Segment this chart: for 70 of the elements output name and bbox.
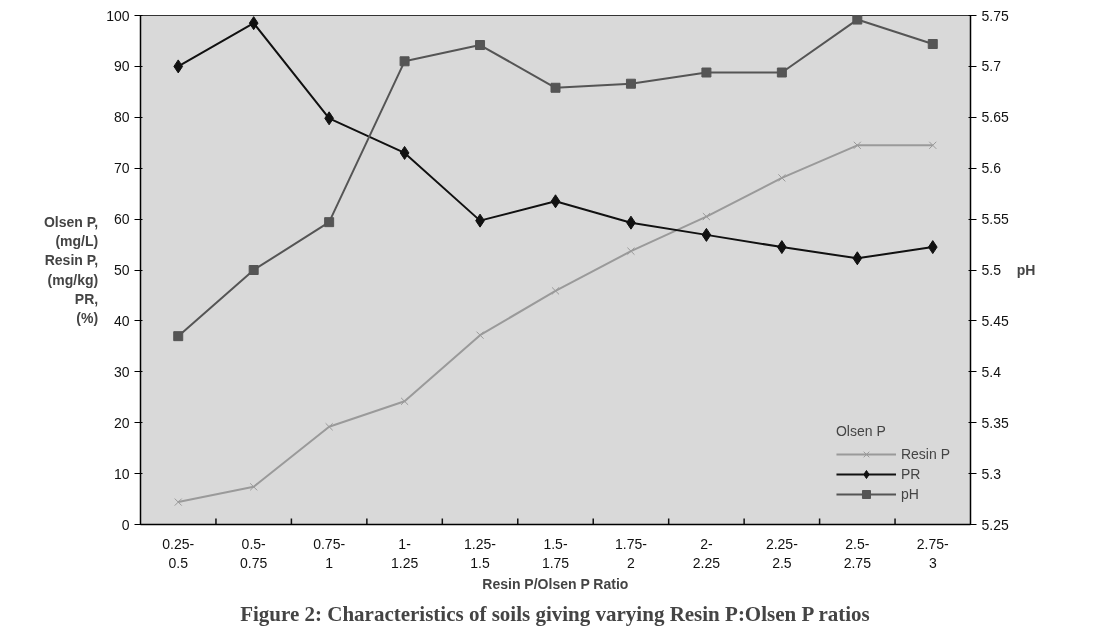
y-tick-label: 40 [113,312,130,329]
y2-tick-label: 5.7 [981,58,1002,75]
point [551,286,560,295]
x-tick-label: 1.75-2 [615,535,648,571]
y2-tick-label: 5.65 [981,109,1009,126]
point [777,173,786,182]
y-tick-label: 30 [113,363,130,380]
y-tick-label: 20 [113,414,130,431]
point [927,240,938,255]
x-tick-label: 2.5-2.75 [843,535,872,571]
y-tick-label: 0 [121,516,130,533]
y-tick-label: 50 [113,262,130,278]
legend-title: Olsen P [835,423,887,439]
text: Figure 2: Characteristics of soils giving varying Resin P:Olsen P ratios [240,601,870,626]
point [399,56,410,67]
point [399,145,410,160]
y2-tick-label: 5.45 [981,312,1009,329]
point [174,498,183,507]
point [475,40,486,51]
point [173,59,184,74]
y2-tick-label: 5.6 [981,160,1002,177]
point [852,251,863,266]
point [325,422,334,431]
point [476,331,485,340]
x-tick-label: 1-1.25 [390,535,419,571]
point [702,212,711,221]
point [852,15,863,25]
x-axis-title: Resin P/Olsen P Ratio [482,575,629,592]
point [701,67,712,78]
legend-label: PR [900,466,921,482]
y-tick-label: 10 [113,465,130,482]
y-tick-label: 90 [113,58,130,75]
point [776,67,787,78]
point [701,227,712,242]
point [853,141,862,150]
x-tick-label: 0.75-1 [313,535,346,571]
y2-tick-label: 5.5 [981,262,1002,278]
x-tick-label: 2.25-2.5 [765,535,799,571]
point [324,217,335,228]
y-axis-title: Olsen P, (mg/L) Resin P, (mg/kg) PR, (%) [43,214,99,326]
x-tick-label: 2.75-3 [916,535,950,571]
x-tick-label: 0.5-0.75 [240,535,268,571]
y2-tick-label: 5.55 [981,211,1009,228]
y2-tick-label: 5.3 [981,465,1002,482]
y2-tick-label: 5.75 [981,7,1009,24]
point [400,397,409,406]
y-tick-label: 80 [113,109,130,126]
x-tick-label: 1.5-1.75 [541,535,570,571]
point [249,482,258,491]
y-tick-label: 60 [113,211,130,228]
y2-tick-label: 5.4 [981,363,1002,380]
point [248,265,259,275]
y2-axis-title: pH [1016,262,1036,278]
y2-tick-label: 5.35 [981,414,1009,431]
x-tick-label: 2-2.25 [692,535,721,571]
legend-label: Resin P [900,446,950,462]
point [626,247,635,256]
y2-tick-label: 5.25 [981,516,1009,533]
x-tick-label: 0.25-0.5 [162,535,195,571]
y-tick-label: 70 [113,160,130,177]
legend-label: pH [900,486,920,502]
point [928,141,937,150]
x-tick-label: 1.25-1.5 [464,535,497,571]
point [927,39,938,49]
point [550,194,561,209]
y-tick-label: 100 [106,7,130,24]
point [550,82,561,93]
point [625,78,636,89]
point [248,16,259,31]
point [173,331,184,342]
